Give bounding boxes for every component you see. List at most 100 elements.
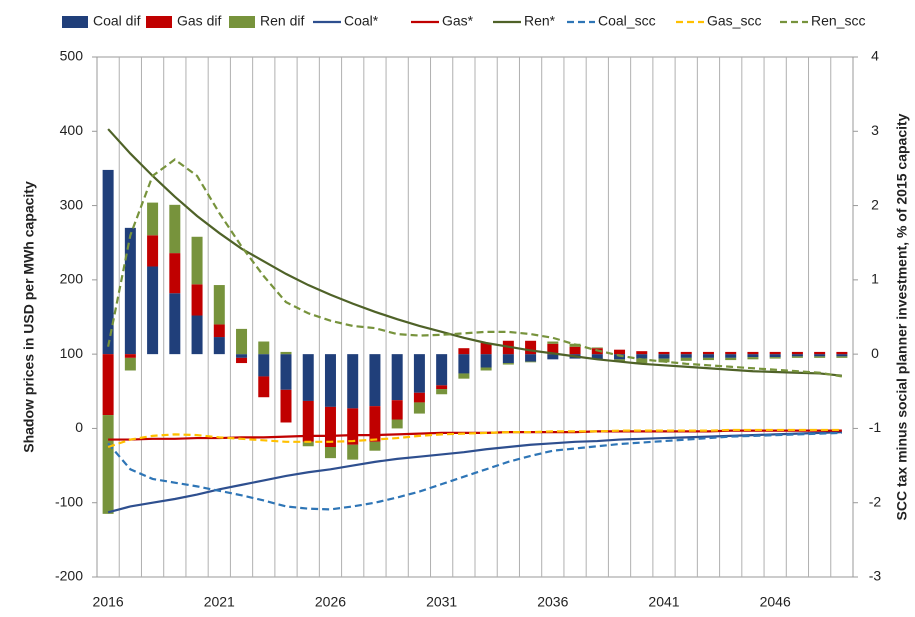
bar — [236, 354, 248, 358]
bar — [236, 357, 248, 364]
y2-tick-label: 3 — [871, 122, 879, 138]
y2-axis-title: SCC tax minus social planner investment,… — [894, 113, 910, 520]
bar — [436, 385, 448, 390]
bar — [324, 447, 336, 459]
legend-label: Gas* — [442, 13, 474, 29]
bar — [258, 341, 270, 355]
bar — [169, 204, 181, 254]
bar — [702, 357, 714, 361]
x-tick-label: 2031 — [426, 594, 457, 610]
y-tick-label: 200 — [60, 271, 84, 287]
bar — [102, 415, 114, 514]
bar — [658, 358, 670, 363]
x-tick-label: 2021 — [204, 594, 235, 610]
bar — [658, 354, 670, 359]
bar — [302, 400, 314, 442]
line — [107, 128, 842, 377]
bar — [436, 354, 448, 386]
bar — [480, 343, 492, 355]
bar — [680, 357, 692, 361]
bar — [480, 367, 492, 371]
bar — [147, 202, 159, 236]
bar — [169, 293, 181, 355]
bar — [458, 373, 470, 379]
bar — [280, 351, 292, 355]
bar — [213, 285, 225, 325]
line — [107, 431, 842, 514]
bar — [680, 354, 692, 358]
x-tick-label: 2036 — [537, 594, 568, 610]
line — [107, 428, 842, 449]
bar — [614, 359, 626, 362]
bar — [191, 236, 203, 285]
x-tick-label: 2046 — [760, 594, 791, 610]
bar — [369, 354, 381, 407]
x-tick-label: 2041 — [648, 594, 679, 610]
bar — [547, 341, 559, 344]
bar — [436, 389, 448, 395]
y2-tick-label: -1 — [869, 419, 882, 435]
bar — [547, 343, 559, 355]
legend-label: Coal* — [344, 13, 379, 29]
bar — [347, 354, 359, 409]
bar — [702, 351, 714, 355]
bar — [347, 444, 359, 460]
bar — [747, 354, 759, 358]
legend-label: Gas dif — [177, 13, 221, 29]
bar — [413, 392, 425, 403]
bar — [814, 356, 826, 358]
legend-label: Ren* — [524, 13, 556, 29]
bar — [791, 356, 803, 358]
bar — [147, 235, 159, 267]
x-tick-label: 2016 — [93, 594, 124, 610]
bar — [102, 169, 114, 355]
bar — [591, 347, 603, 349]
bar — [525, 354, 537, 362]
bar — [836, 351, 848, 355]
bar — [814, 354, 826, 357]
bar — [747, 351, 759, 355]
bar — [147, 266, 159, 355]
bar — [258, 354, 270, 377]
bar — [769, 357, 781, 359]
bar — [169, 253, 181, 294]
y2-tick-label: 4 — [871, 48, 879, 64]
y2-tick-label: 0 — [871, 345, 879, 361]
bar — [747, 357, 759, 360]
bar — [725, 357, 737, 361]
bar — [124, 357, 136, 371]
bar — [213, 324, 225, 338]
bar — [502, 354, 514, 364]
bar — [525, 340, 537, 355]
y-tick-label: 100 — [60, 345, 84, 361]
bar — [280, 354, 292, 390]
y2-tick-label: 1 — [871, 271, 879, 287]
y-tick-label: 400 — [60, 122, 84, 138]
bar — [124, 227, 136, 355]
y-tick-label: -200 — [55, 568, 83, 584]
legend-label: Ren dif — [260, 13, 304, 29]
line — [107, 431, 842, 511]
bar — [391, 400, 403, 420]
bar — [280, 389, 292, 423]
bar — [614, 349, 626, 355]
bar — [369, 406, 381, 442]
bar — [769, 354, 781, 358]
bar — [658, 351, 670, 355]
y-axis-title: Shadow prices in USD per MWh capacity — [21, 181, 37, 453]
bar — [702, 354, 714, 358]
legend-label: Gas_scc — [707, 13, 761, 29]
bar — [124, 354, 136, 358]
bar — [391, 354, 403, 401]
bar — [569, 346, 581, 355]
bar — [102, 354, 114, 416]
bar — [324, 406, 336, 447]
bar — [769, 351, 781, 355]
bar — [302, 354, 314, 401]
bar — [324, 354, 336, 407]
legend-label: Ren_scc — [811, 13, 865, 29]
bar — [502, 363, 514, 365]
bar — [258, 376, 270, 398]
bar — [347, 408, 359, 445]
bar — [725, 351, 737, 355]
